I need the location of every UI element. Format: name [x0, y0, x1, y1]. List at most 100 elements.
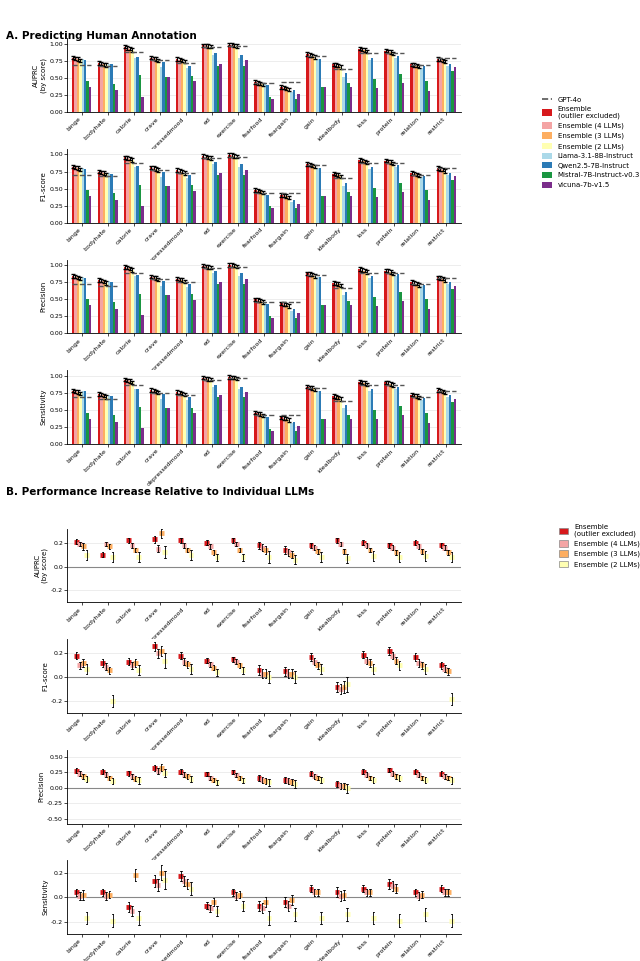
Y-axis label: AUPRC
(by score): AUPRC (by score) [33, 58, 47, 93]
Bar [113, 302, 115, 333]
Bar [209, 158, 212, 223]
Bar [113, 193, 115, 223]
Bar [212, 273, 214, 333]
Bar [134, 276, 136, 333]
Bar [100, 281, 102, 333]
Bar [385, 51, 387, 112]
Bar [238, 58, 241, 112]
Bar [162, 394, 164, 444]
Bar [387, 161, 389, 223]
Bar [238, 276, 241, 333]
Bar [449, 173, 451, 223]
Bar [72, 276, 74, 333]
Bar [271, 209, 274, 223]
Bar [342, 185, 345, 223]
Bar [308, 387, 311, 444]
Bar [115, 422, 118, 444]
Bar [426, 299, 428, 333]
Bar [290, 91, 292, 112]
Bar [436, 278, 439, 333]
Bar [115, 90, 118, 112]
Bar [345, 73, 347, 112]
Bar [321, 306, 324, 333]
Bar [139, 75, 141, 112]
Bar [392, 273, 394, 333]
Bar [115, 308, 118, 333]
Bar [191, 294, 193, 333]
Bar [259, 414, 262, 444]
Bar [230, 265, 233, 333]
Bar [371, 276, 373, 333]
Bar [426, 81, 428, 112]
Bar [413, 65, 415, 112]
Bar [426, 412, 428, 444]
Bar [287, 420, 290, 444]
Bar [316, 168, 319, 223]
Bar [324, 306, 326, 333]
Bar [449, 283, 451, 333]
Bar [361, 160, 364, 223]
Bar [207, 267, 209, 333]
Bar [86, 412, 89, 444]
Bar [124, 47, 126, 112]
Bar [202, 45, 204, 112]
Y-axis label: Precision: Precision [38, 771, 44, 802]
Bar [280, 86, 283, 112]
Bar [358, 382, 361, 444]
Bar [311, 388, 314, 444]
Bar [124, 158, 126, 223]
Bar [444, 62, 447, 112]
Bar [389, 52, 392, 112]
Bar [113, 84, 115, 112]
Bar [361, 270, 364, 333]
Bar [340, 177, 342, 223]
Bar [394, 167, 397, 223]
Bar [324, 86, 326, 112]
Bar [214, 384, 217, 444]
Bar [436, 168, 439, 223]
Bar [371, 389, 373, 444]
Bar [269, 429, 271, 444]
Bar [347, 414, 349, 444]
Bar [105, 397, 108, 444]
Bar [439, 60, 442, 112]
Bar [98, 280, 100, 333]
Bar [254, 299, 257, 333]
Bar [160, 286, 162, 333]
Bar [385, 382, 387, 444]
Bar [262, 302, 264, 333]
Bar [81, 278, 84, 333]
Bar [436, 390, 439, 444]
Bar [342, 77, 345, 112]
Bar [420, 177, 423, 223]
Bar [389, 162, 392, 223]
Bar [155, 59, 157, 112]
Bar [358, 269, 361, 333]
Bar [345, 405, 347, 444]
Bar [167, 408, 170, 444]
Bar [298, 426, 300, 444]
Bar [392, 385, 394, 444]
Bar [105, 283, 108, 333]
Bar [139, 294, 141, 333]
Bar [316, 391, 319, 444]
Bar [181, 61, 183, 112]
Bar [387, 52, 389, 112]
Bar [308, 274, 311, 333]
Bar [454, 177, 456, 223]
Bar [160, 177, 162, 223]
Bar [387, 383, 389, 444]
Bar [110, 64, 113, 112]
Bar [241, 273, 243, 333]
Bar [245, 169, 248, 223]
Bar [415, 65, 418, 112]
Bar [283, 195, 285, 223]
Bar [220, 283, 222, 333]
Bar [126, 381, 129, 444]
Bar [207, 158, 209, 223]
Bar [150, 390, 152, 444]
Bar [295, 209, 298, 223]
Bar [292, 422, 295, 444]
Bar [439, 169, 442, 223]
Bar [141, 429, 143, 444]
